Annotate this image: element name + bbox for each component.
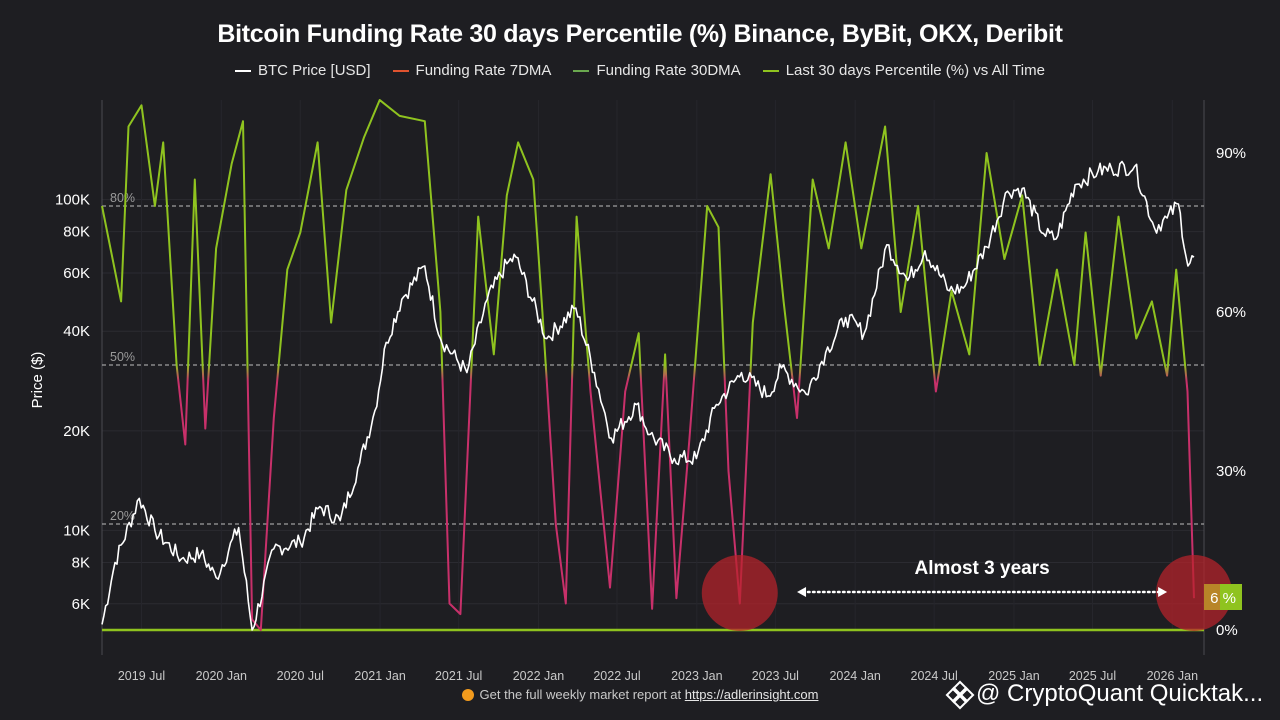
reference-line-label: 80% [110,191,135,205]
watermark: @ CryptoQuant Quicktak... [945,680,1264,710]
y-left-tick-label: 20K [63,423,90,440]
y-right-tick-label: 90% [1216,145,1246,162]
x-tick-label: 2023 Jan [671,669,722,683]
span-annotation-label: Almost 3 years [914,558,1049,579]
legend-swatch [573,69,590,72]
legend-swatch [235,69,252,72]
current-value-label: 6 % [1210,590,1236,607]
chart-title: Bitcoin Funding Rate 30 days Percentile … [217,20,1063,48]
y-left-tick-label: 60K [63,265,90,282]
y-left-tick-label: 6K [72,596,90,613]
y-left-tick-label: 10K [63,522,90,539]
cryptoquant-logo-icon [945,680,975,710]
legend-label: BTC Price [USD] [258,62,371,79]
legend-item-btc-price[interactable]: BTC Price [USD] [235,62,371,79]
x-tick-label: 2019 Jul [118,669,165,683]
x-tick-label: 2021 Jan [354,669,405,683]
y-axis-label: Price ($) [29,352,46,409]
footer: Get the full weekly market report at htt… [0,687,1280,702]
legend: BTC Price [USD] Funding Rate 7DMA Fundin… [0,62,1280,79]
legend-item-percentile[interactable]: Last 30 days Percentile (%) vs All Time [762,62,1045,79]
legend-label: Funding Rate 7DMA [415,62,552,79]
annotations: Almost 3 years 6 % [701,555,1242,631]
reference-line-label: 50% [110,350,135,364]
orange-dot-icon [461,689,474,701]
x-tick-label: 2022 Jul [593,669,640,683]
y-right-tick-label: 0% [1216,622,1238,639]
x-tick-label: 2024 Jan [829,669,880,683]
percentile-line [101,99,1195,631]
x-tick-label: 2025 Jan [988,669,1039,683]
current-value-tag-overlap [1204,584,1220,610]
series-layer [101,99,1195,631]
legend-item-funding-7dma[interactable]: Funding Rate 7DMA [392,62,552,79]
axes: 100K 80K 60K 40K 20K 10K 8K 6K 90% 60% 30% 0% Price … [29,100,1246,683]
watermark-text: @ CryptoQuant Quicktak... [976,680,1264,707]
legend-item-funding-30dma[interactable]: Funding Rate 30DMA [573,62,741,79]
x-tick-label: 2026 Jan [1147,669,1198,683]
arrow-right-icon [1158,587,1168,597]
x-tick-label: 2022 Jan [513,669,564,683]
legend-label: Last 30 days Percentile (%) vs All Time [785,62,1045,79]
x-tick-label: 2024 Jul [911,669,958,683]
x-tick-label: 2021 Jul [435,669,482,683]
btc-price-line [101,160,1195,631]
legend-label: Funding Rate 30DMA [596,62,741,79]
legend-swatch [392,69,409,72]
x-tick-label: 2023 Jul [752,669,799,683]
y-right-tick-label: 60% [1216,304,1246,321]
highlight-circle [701,555,778,631]
y-left-tick-label: 100K [55,192,90,209]
highlight-circle [1156,555,1233,631]
legend-swatch [762,69,779,72]
y-right-tick-label: 30% [1216,463,1246,480]
footer-text: Get the full weekly market report at [479,687,682,702]
reference-line-label: 20% [110,509,135,523]
x-tick-label: 2020 Jul [277,669,324,683]
x-tick-label: 2020 Jan [196,669,247,683]
reference-lines: 80% 50% 20% [102,191,1204,525]
y-left-tick-label: 80K [63,224,90,241]
x-tick-label: 2025 Jul [1069,669,1116,683]
y-left-tick-label: 8K [72,554,90,571]
arrow-left-icon [797,587,807,597]
footer-link[interactable]: https://adlerinsight.com [684,687,819,702]
y-left-tick-label: 40K [63,323,90,340]
